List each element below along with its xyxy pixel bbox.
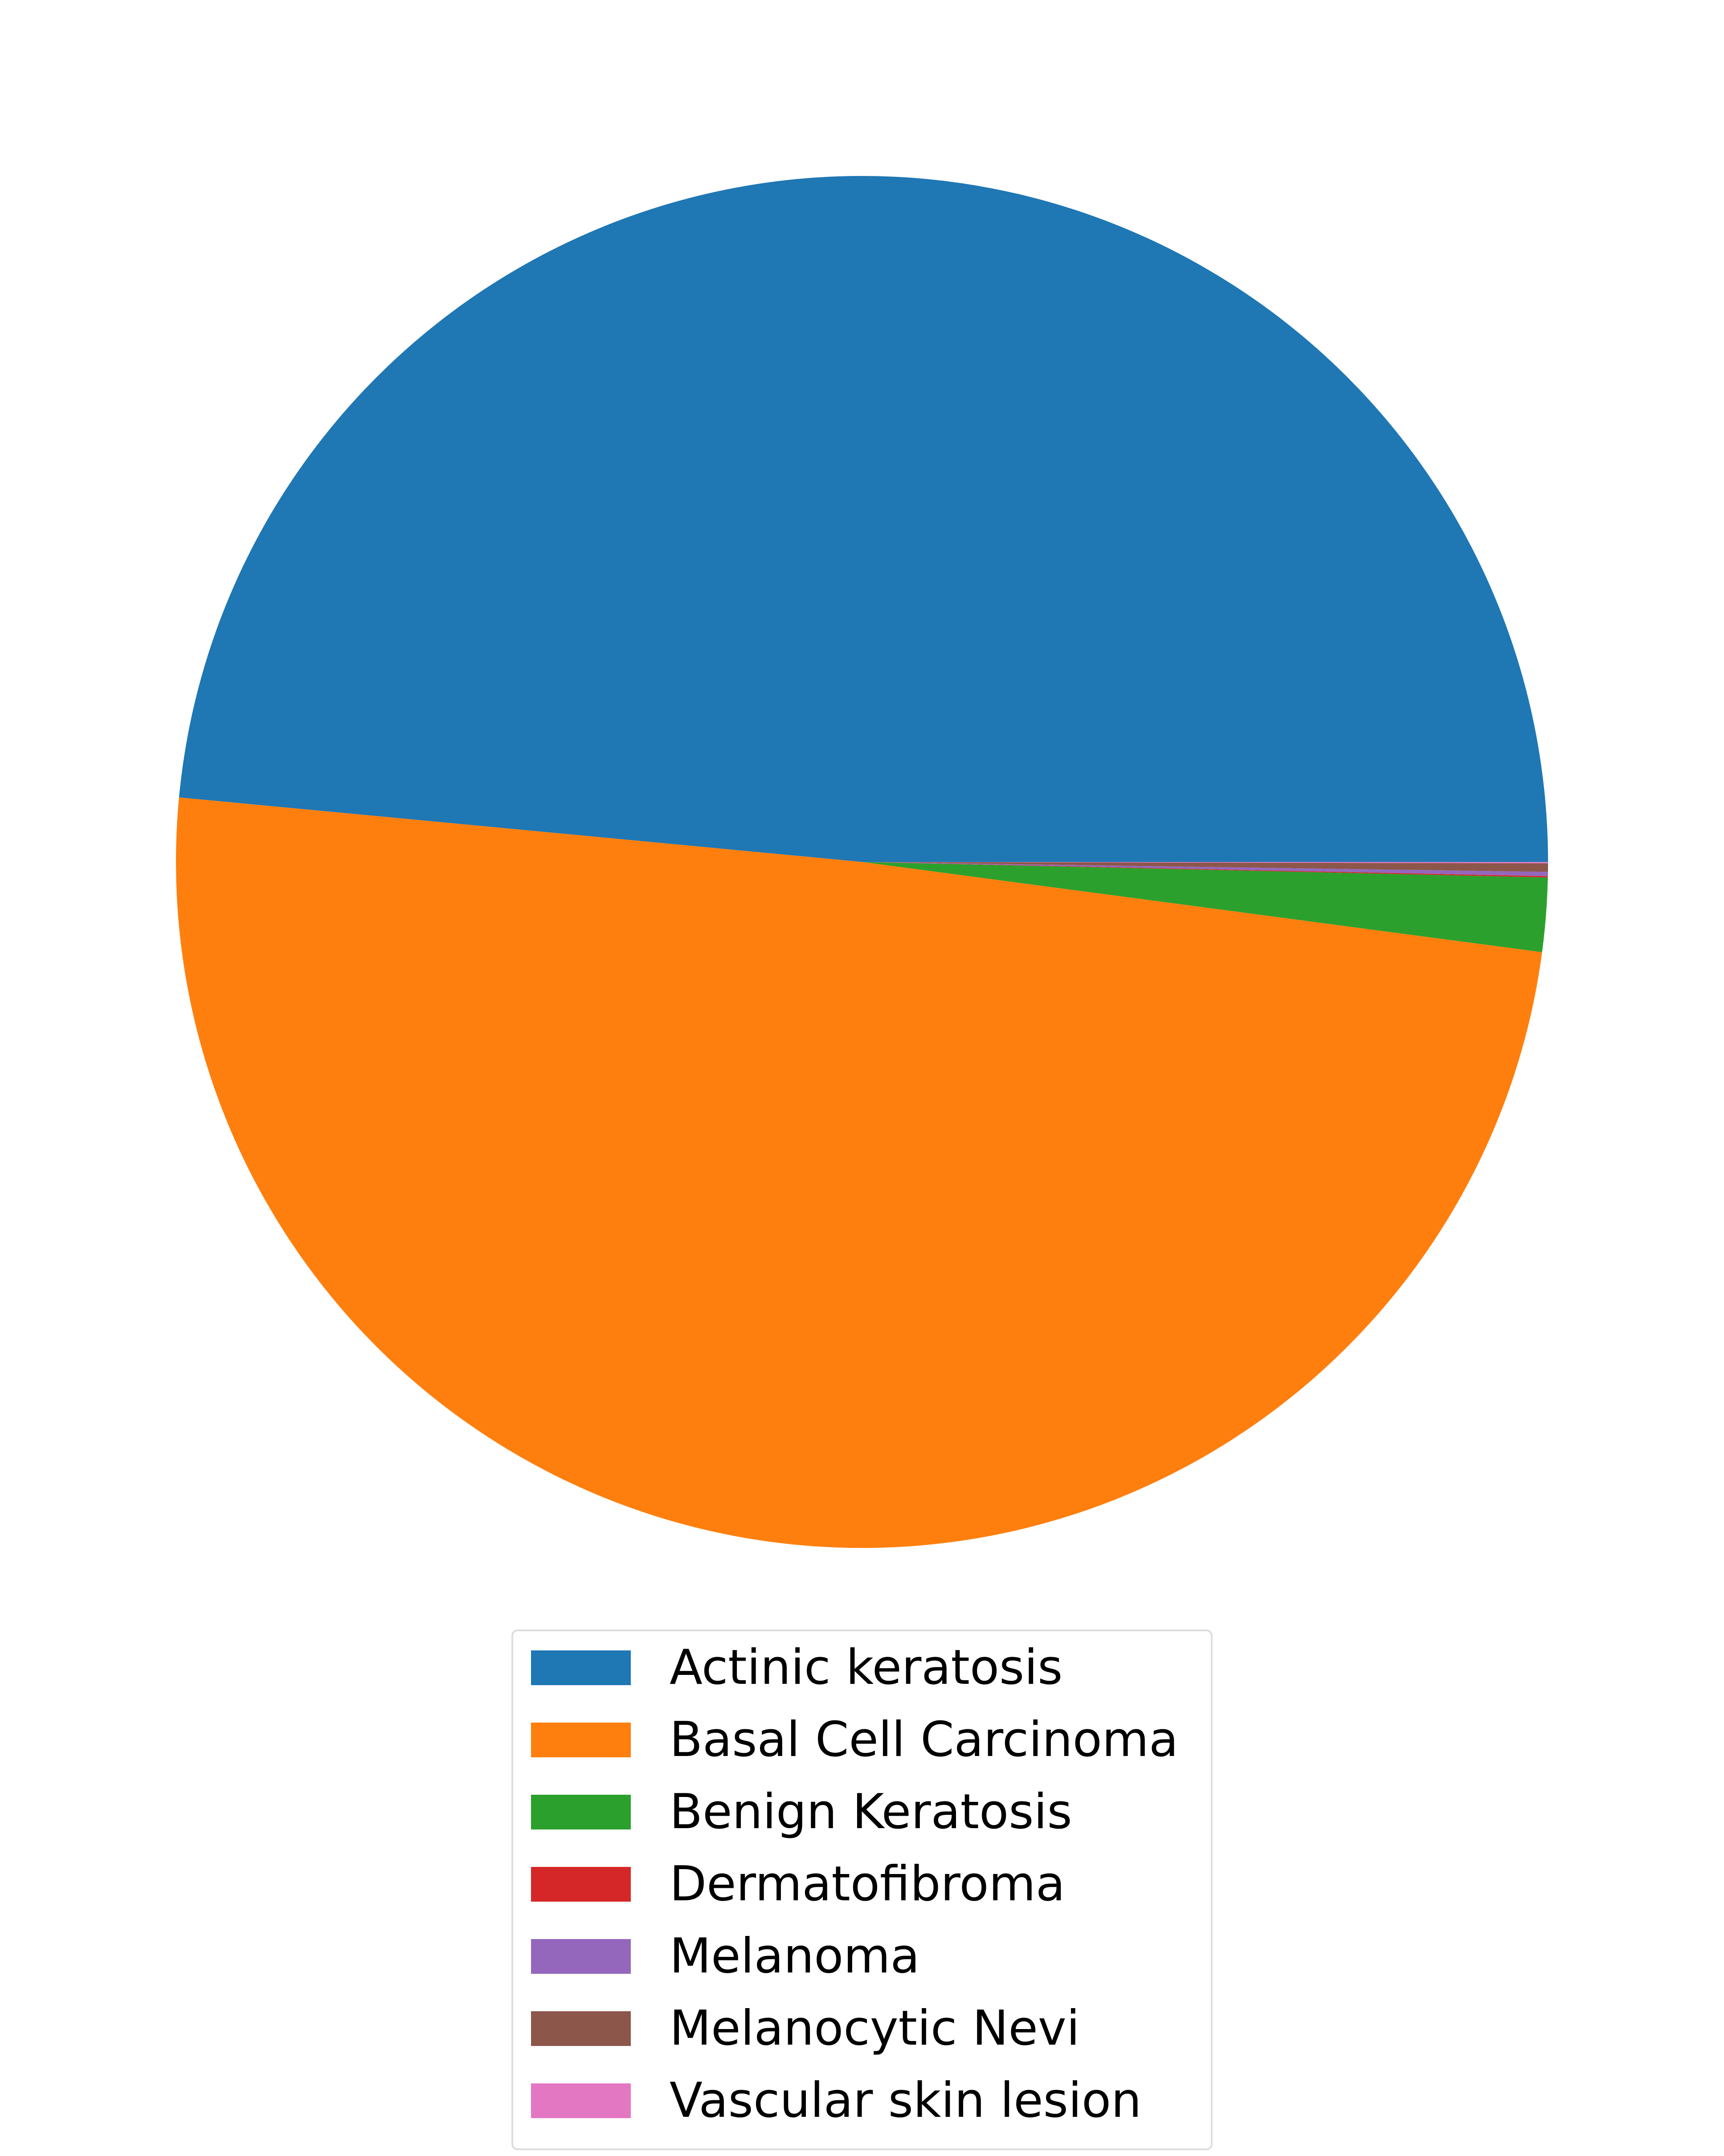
legend-entry: Actinic keratosis [531,1640,1063,1695]
legend-swatch [531,1939,631,1974]
legend-entry: Dermatofibroma [531,1856,1065,1912]
legend-label: Basal Cell Carcinoma [670,1712,1178,1768]
legend-entries: Actinic keratosis Basal Cell Carcinoma Ben… [531,1640,1178,2128]
legend-entry: Basal Cell Carcinoma [531,1712,1178,1768]
legend-entry: Melanocytic Nevi [531,2001,1080,2056]
pie-slice-dermatofibroma [862,862,1548,878]
pie-slice-melanoma [862,862,1548,876]
legend-label: Melanoma [670,1928,920,1984]
legend-entry: Benign Keratosis [531,1784,1072,1840]
legend-swatch [531,1650,631,1685]
legend-swatch [531,1867,631,1902]
legend-entry: Melanoma [531,1928,920,1984]
legend: Actinic keratosis Basal Cell Carcinoma Ben… [511,1629,1213,2150]
pie-slice-melanocytic-nevi [862,862,1548,872]
legend-label: Dermatofibroma [670,1856,1065,1912]
pie-slice-benign-keratosis [862,862,1548,952]
legend-swatch [531,2011,631,2046]
pie-slice-basal-cell-carcinoma [176,797,1542,1548]
legend-label: Actinic keratosis [670,1640,1063,1695]
legend-frame [511,1629,1213,2150]
legend-label: Melanocytic Nevi [670,2001,1080,2056]
pie-slices [176,176,1548,1548]
legend-label: Vascular skin lesion [670,2073,1142,2128]
pie-slice-actinic-keratosis [179,176,1548,862]
legend-swatch [531,1795,631,1829]
legend-swatch [531,2083,631,2118]
pie-slice-vascular-skin-lesion [862,862,1548,863]
legend-label: Benign Keratosis [670,1784,1072,1840]
legend-entry: Vascular skin lesion [531,2073,1142,2128]
legend-swatch [531,1723,631,1757]
